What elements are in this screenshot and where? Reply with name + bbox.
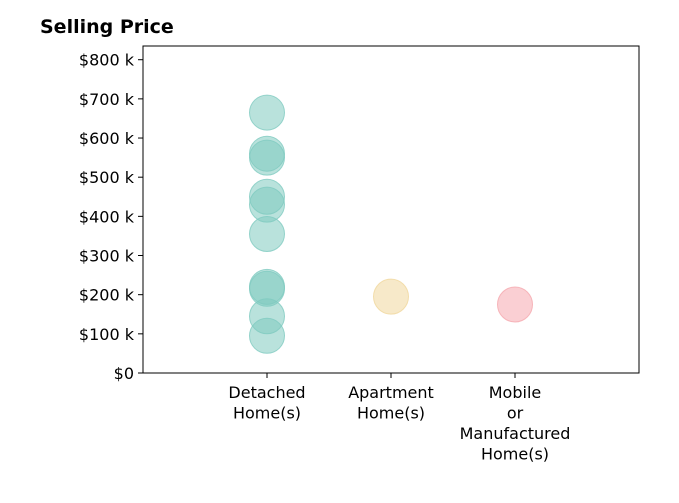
y-tick-label: $100 k [79, 325, 135, 344]
y-axis: $0 $100 k $200 k $300 k $400 k $500 k $600 k $7… [79, 51, 143, 383]
y-tick-label: $600 k [79, 129, 135, 148]
x-tick-label: Apartment Home(s) [348, 383, 434, 423]
data-points [249, 94, 533, 354]
data-point [373, 278, 409, 315]
y-tick-label: $500 k [79, 168, 135, 187]
x-tick-label: Mobile or Manufactured Home(s) [460, 383, 571, 464]
data-point [249, 94, 285, 131]
data-point [249, 139, 285, 176]
chart-title: Selling Price [40, 16, 174, 38]
plot-area-frame [142, 45, 640, 374]
y-tick-label: $800 k [79, 51, 135, 70]
data-point [497, 286, 533, 323]
data-point [249, 317, 285, 354]
y-tick-label: $200 k [79, 286, 135, 305]
x-tick-label: Detached Home(s) [228, 383, 305, 423]
data-point [249, 215, 285, 252]
y-tick-label: $400 k [79, 207, 135, 226]
x-axis: Detached Home(s) Apartment Home(s) Mobile or M… [228, 373, 570, 464]
y-tick-label: $300 k [79, 247, 135, 266]
y-tick-label: $0 [114, 364, 134, 383]
y-tick-label: $700 k [79, 90, 135, 109]
